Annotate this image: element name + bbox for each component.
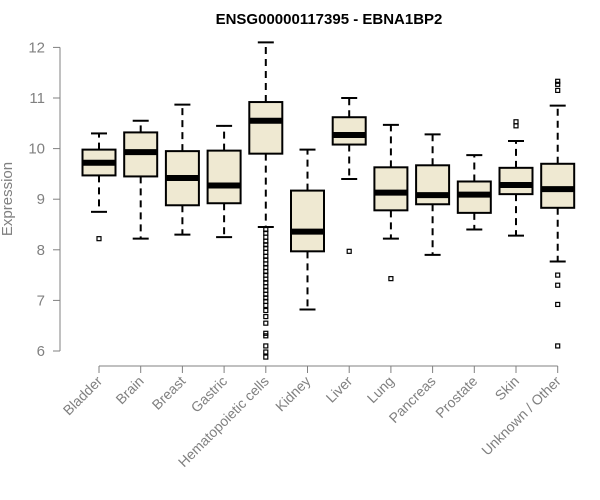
x-tick-label: Liver — [323, 373, 356, 406]
box-rect — [290, 189, 325, 253]
outlier-point — [263, 234, 269, 240]
y-tick-label: 6 — [37, 343, 45, 360]
box-breast — [164, 103, 200, 236]
box-prostate — [456, 154, 492, 231]
outlier-point — [555, 301, 561, 308]
outlier-point — [513, 119, 519, 125]
box-liver — [331, 97, 367, 254]
box-brain — [123, 119, 159, 240]
box-unknown-other — [540, 78, 576, 349]
x-tick-label: Lung — [364, 373, 397, 406]
x-tick-label: Unknown / Other — [478, 373, 564, 459]
chart-title: ENSG00000117395 - EBNA1BP2 — [216, 11, 443, 28]
y-tick-label: 12 — [28, 39, 45, 56]
box-rect — [206, 149, 242, 205]
y-tick-label: 8 — [37, 242, 45, 259]
outlier-point — [263, 302, 269, 309]
y-tick-label: 7 — [37, 292, 45, 309]
box-rect — [331, 116, 367, 146]
box-kidney — [290, 148, 325, 311]
box-pancreas — [415, 133, 451, 256]
y-tick-label: 11 — [29, 90, 45, 107]
outlier-point — [263, 354, 269, 360]
outlier-point — [555, 343, 561, 349]
x-tick-label: Bladder — [60, 373, 106, 419]
box-skin — [498, 119, 534, 237]
box-hematopoietic-cells — [248, 41, 284, 360]
y-axis-label: Expression — [0, 162, 16, 236]
outlier-point — [263, 307, 269, 314]
box-lung — [373, 123, 409, 282]
x-tick-label: Brain — [112, 373, 146, 407]
outlier-point — [555, 87, 561, 94]
box-rect — [373, 166, 409, 212]
x-tick-label: Kidney — [272, 373, 314, 415]
box-bladder — [81, 132, 117, 242]
box-rect — [498, 166, 534, 196]
outlier-point — [513, 123, 519, 129]
outlier-point — [555, 81, 561, 87]
box-gastric — [206, 124, 242, 239]
outlier-point — [263, 249, 269, 255]
outlier-point — [263, 320, 269, 326]
outlier-point — [388, 276, 394, 282]
box-rect — [540, 162, 576, 209]
outlier-point — [263, 333, 269, 339]
y-axis: 6 7 8 9 10 11 12 — [28, 39, 61, 360]
outlier-point — [263, 313, 269, 320]
outlier-point — [555, 78, 561, 84]
x-tick-label: Prostate — [432, 373, 480, 421]
x-tick-label: Skin — [492, 373, 523, 404]
outlier-point — [96, 236, 102, 242]
box-rect — [415, 164, 451, 206]
outlier-point — [263, 343, 269, 349]
outlier-point — [555, 272, 561, 278]
outlier-point — [346, 248, 352, 254]
y-tick-label: 9 — [37, 191, 45, 208]
outlier-point — [263, 349, 269, 355]
boxes-group — [81, 41, 576, 360]
outlier-point — [555, 282, 561, 288]
box-rect — [248, 101, 284, 155]
x-tick-label: Breast — [149, 373, 189, 413]
y-tick-label: 10 — [28, 141, 45, 158]
